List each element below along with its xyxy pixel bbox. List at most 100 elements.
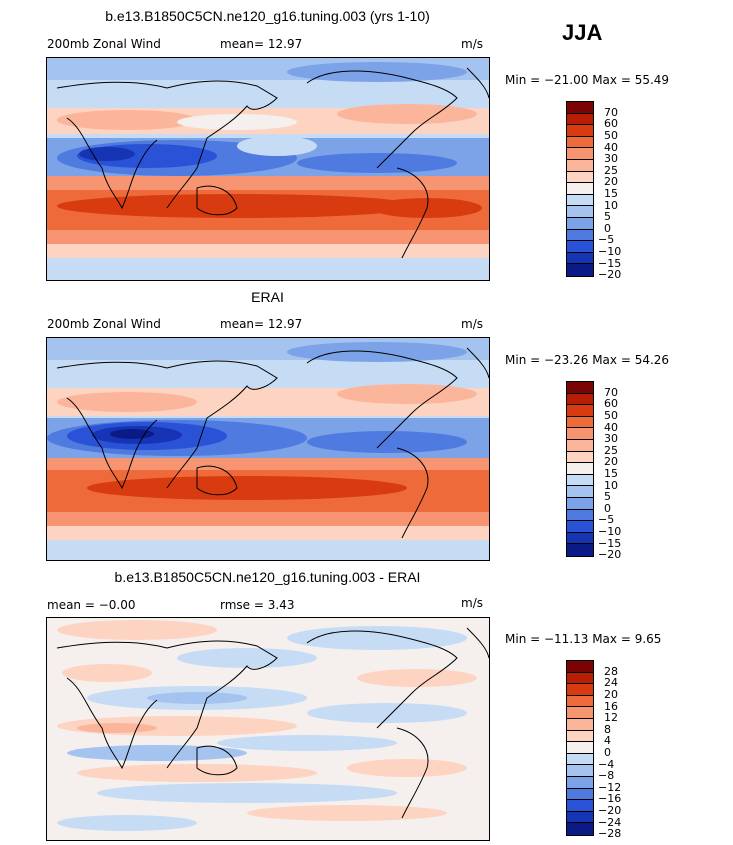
colorbar-swatch bbox=[567, 229, 593, 242]
colorbar-tick: 8 bbox=[604, 723, 611, 736]
colorbar-tick: 0 bbox=[604, 502, 611, 515]
colorbar-swatch bbox=[567, 241, 593, 253]
colorbar-tick: −4 bbox=[598, 758, 615, 771]
colorbar-swatch bbox=[567, 497, 593, 510]
colorbar-swatch bbox=[567, 521, 593, 533]
panel3-rmse-label: rmse = 3.43 bbox=[220, 598, 295, 612]
colorbar-tick: 50 bbox=[604, 409, 618, 422]
colorbar-swatch bbox=[567, 405, 593, 417]
colorbar-tick: 0 bbox=[604, 746, 611, 759]
colorbar-swatch bbox=[567, 416, 593, 429]
colorbar-swatch bbox=[567, 102, 593, 114]
panel1-units: m/s bbox=[461, 37, 483, 51]
colorbar-tick: 15 bbox=[604, 467, 618, 480]
colorbar-swatch bbox=[567, 171, 593, 184]
colorbar-tick: 30 bbox=[604, 152, 618, 165]
colorbar-swatch bbox=[567, 393, 593, 406]
colorbar-swatch bbox=[567, 788, 593, 801]
panel1-map-svg bbox=[47, 58, 489, 280]
colorbar-swatch bbox=[567, 753, 593, 766]
colorbar-swatch bbox=[567, 695, 593, 708]
colorbar-tick: 20 bbox=[604, 175, 618, 188]
colorbar-swatch bbox=[567, 544, 593, 556]
colorbar-tick: −24 bbox=[598, 816, 622, 829]
colorbar-swatch bbox=[567, 672, 593, 685]
colorbar-tick: 10 bbox=[604, 199, 618, 212]
colorbar-tick: 12 bbox=[604, 711, 618, 724]
colorbar-swatch bbox=[567, 136, 593, 149]
colorbar-tick: −12 bbox=[598, 781, 622, 794]
colorbar-tick: 15 bbox=[604, 187, 618, 200]
colorbar-swatch bbox=[567, 217, 593, 230]
panel1-mean-label: mean= 12.97 bbox=[220, 37, 303, 51]
colorbar-tick: 25 bbox=[604, 164, 618, 177]
colorbar-tick: 40 bbox=[604, 421, 618, 434]
colorbar-tick: 5 bbox=[604, 210, 611, 223]
colorbar-tick: 20 bbox=[604, 455, 618, 468]
colorbar-tick: 30 bbox=[604, 432, 618, 445]
colorbar-tick: 28 bbox=[604, 665, 618, 678]
panel1-left-label: 200mb Zonal Wind bbox=[47, 37, 161, 51]
colorbar-tick: 70 bbox=[604, 386, 618, 399]
panel2-left-label: 200mb Zonal Wind bbox=[47, 317, 161, 331]
colorbar-swatch bbox=[567, 707, 593, 719]
panel2-map bbox=[46, 337, 490, 561]
colorbar-tick: 5 bbox=[604, 490, 611, 503]
panel3-title: b.e13.B1850C5CN.ne120_g16.tuning.003 - E… bbox=[114, 569, 421, 585]
colorbar-tick: −15 bbox=[598, 537, 622, 550]
colorbar-swatch bbox=[567, 382, 593, 394]
colorbar-swatch bbox=[567, 463, 593, 475]
colorbar-swatch bbox=[567, 486, 593, 498]
colorbar-swatch bbox=[567, 730, 593, 743]
colorbar-tick: −10 bbox=[598, 525, 622, 538]
colorbar-tick: 25 bbox=[604, 444, 618, 457]
colorbar-tick: −10 bbox=[598, 245, 622, 258]
panel3-map-svg bbox=[47, 618, 489, 840]
colorbar-swatch bbox=[567, 684, 593, 696]
colorbar-tick: −20 bbox=[598, 548, 622, 561]
panel1-title: b.e13.B1850C5CN.ne120_g16.tuning.003 (yr… bbox=[105, 8, 430, 24]
panel2-minmax: Min = −23.26 Max = 54.26 bbox=[505, 353, 670, 367]
colorbar-swatch bbox=[567, 742, 593, 754]
colorbar-tick: 0 bbox=[604, 222, 611, 235]
colorbar-swatch bbox=[567, 125, 593, 137]
colorbar-tick: 4 bbox=[604, 734, 611, 747]
colorbar-swatch bbox=[567, 113, 593, 126]
colorbar-swatch bbox=[567, 148, 593, 160]
colorbar-swatch bbox=[567, 765, 593, 777]
panel3-map bbox=[46, 617, 490, 841]
colorbar-swatch bbox=[567, 159, 593, 172]
colorbar-tick: 40 bbox=[604, 141, 618, 154]
panel3-units: m/s bbox=[461, 596, 483, 610]
colorbar-swatch bbox=[567, 474, 593, 487]
panel2-title: ERAI bbox=[251, 289, 284, 305]
panel2-colorbar bbox=[566, 381, 594, 557]
panel1-map bbox=[46, 57, 490, 281]
colorbar-swatch bbox=[567, 428, 593, 440]
colorbar-tick: −15 bbox=[598, 257, 622, 270]
colorbar-swatch bbox=[567, 509, 593, 522]
panel1-minmax: Min = −21.00 Max = 55.49 bbox=[505, 73, 670, 87]
colorbar-tick: 70 bbox=[604, 106, 618, 119]
panel3-mean-label: mean = −0.00 bbox=[47, 598, 136, 612]
colorbar-swatch bbox=[567, 811, 593, 824]
colorbar-swatch bbox=[567, 439, 593, 452]
colorbar-swatch bbox=[567, 718, 593, 731]
colorbar-tick: 24 bbox=[604, 676, 618, 689]
colorbar-tick: −8 bbox=[598, 769, 615, 782]
panel3-colorbar bbox=[566, 660, 594, 836]
colorbar-swatch bbox=[567, 800, 593, 812]
colorbar-swatch bbox=[567, 451, 593, 464]
panel3-minmax: Min = −11.13 Max = 9.65 bbox=[505, 632, 662, 646]
colorbar-swatch bbox=[567, 183, 593, 195]
colorbar-swatch bbox=[567, 776, 593, 789]
colorbar-tick: 16 bbox=[604, 700, 618, 713]
colorbar-tick: −20 bbox=[598, 268, 622, 281]
colorbar-tick: 50 bbox=[604, 129, 618, 142]
colorbar-tick: −28 bbox=[598, 827, 622, 840]
colorbar-tick: −20 bbox=[598, 804, 622, 817]
panel1-colorbar bbox=[566, 101, 594, 277]
panel2-mean-label: mean= 12.97 bbox=[220, 317, 303, 331]
colorbar-swatch bbox=[567, 823, 593, 835]
colorbar-tick: −5 bbox=[598, 513, 615, 526]
